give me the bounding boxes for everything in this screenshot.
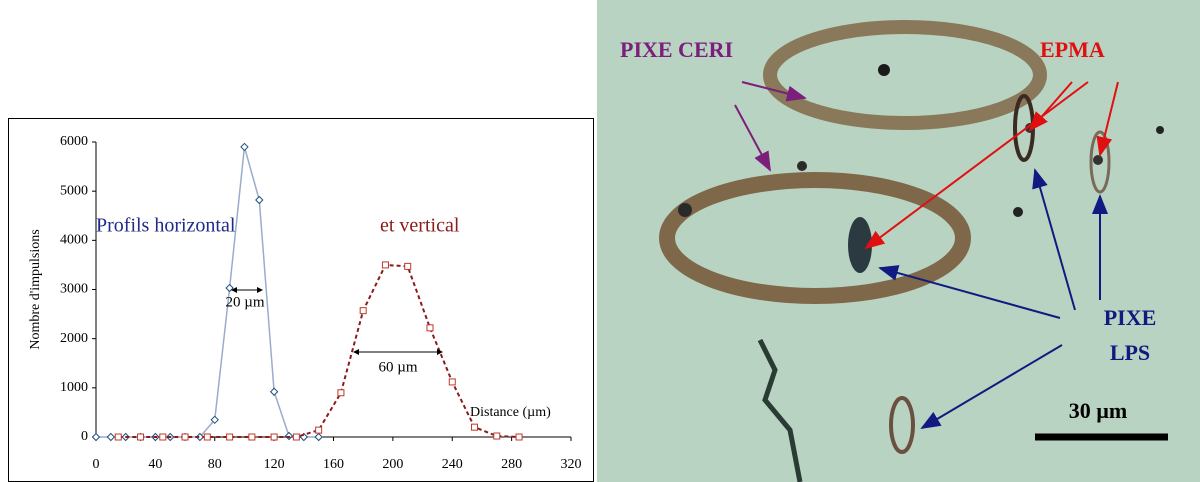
marker [91, 432, 101, 442]
photo-label: PIXE [1104, 305, 1157, 330]
marker [471, 423, 479, 431]
marker [359, 307, 367, 315]
marker [426, 324, 434, 332]
marker [248, 433, 256, 441]
y-tick-label: 6000 [60, 134, 88, 149]
chart-frame [8, 118, 594, 482]
x-tick-label: 0 [93, 457, 100, 472]
spot [1013, 207, 1023, 217]
annotation: et vertical [380, 215, 460, 237]
x-tick-label: 200 [382, 457, 403, 472]
marker [210, 415, 219, 424]
x-tick-label: 80 [208, 457, 222, 472]
spot [1093, 155, 1103, 165]
y-tick-label: 0 [81, 429, 88, 444]
x-tick-label: 280 [501, 457, 522, 472]
marker [159, 433, 167, 441]
y-tick-label: 3000 [60, 282, 88, 297]
marker [240, 142, 249, 152]
spot [878, 64, 890, 76]
marker [515, 433, 523, 441]
marker [337, 389, 345, 397]
arrow [1028, 81, 1073, 132]
marker [315, 426, 323, 434]
photo-label: LPS [1110, 340, 1150, 365]
arrow [741, 81, 807, 102]
marker [292, 433, 300, 441]
marker [181, 433, 189, 441]
marker [270, 433, 278, 441]
y-tick-label: 2000 [60, 331, 88, 346]
x-tick-label: 40 [148, 457, 162, 472]
beam-ring [763, 20, 1047, 130]
chart: 0 1000 2000 3000 4000 5000 6000 0 40 80 120 160 200 2… [28, 134, 581, 472]
spot [678, 203, 692, 217]
marker [255, 195, 264, 205]
marker [137, 433, 145, 441]
photo-label: EPMA [1040, 37, 1105, 62]
annotation: 60 µm [378, 359, 417, 375]
x-tick-label: 320 [561, 457, 582, 472]
scale-label: 30 µm [1069, 398, 1128, 423]
marker [269, 387, 279, 396]
annotation: Distance (µm) [470, 405, 551, 420]
marker [226, 433, 234, 441]
x-tick-label: 240 [442, 457, 463, 472]
marker [493, 432, 501, 440]
arrow [734, 104, 771, 172]
photo: PIXE CERI EPMA PIXE LPS 30 µm [597, 0, 1200, 482]
arrow [920, 344, 1063, 430]
marker [225, 283, 234, 293]
marker [404, 262, 412, 270]
photo-label: PIXE CERI [620, 37, 733, 62]
annotation: 20 µm [225, 294, 264, 310]
marker [195, 432, 205, 442]
marker [106, 432, 116, 442]
marker [114, 433, 122, 441]
y-axis-title: Nombre d'impulsions [28, 229, 43, 349]
x-tick-label: 120 [264, 457, 285, 472]
crater [889, 396, 915, 454]
spot [1156, 126, 1164, 134]
marker [314, 432, 323, 442]
x-tick-label: 160 [323, 457, 344, 472]
y-tick-label: 1000 [60, 380, 88, 395]
y-tick-label: 5000 [60, 183, 88, 198]
arrow [1032, 168, 1076, 311]
debris [757, 338, 803, 482]
arrow [878, 265, 1061, 319]
arrow [864, 81, 1089, 250]
marker [203, 433, 211, 441]
beam-ring [659, 172, 971, 304]
y-tick-label: 4000 [60, 233, 88, 248]
crater [1089, 130, 1111, 194]
marker [381, 261, 389, 269]
spot [797, 161, 807, 171]
marker [448, 378, 456, 386]
arrow [1096, 81, 1119, 157]
annotation: Profils horizontal [96, 215, 236, 237]
